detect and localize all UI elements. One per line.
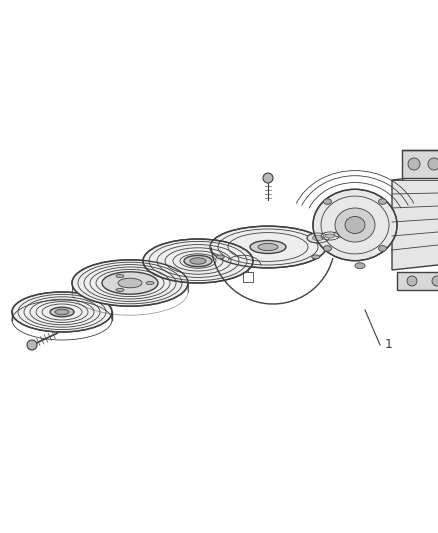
Ellipse shape — [345, 229, 357, 235]
Ellipse shape — [216, 255, 224, 259]
Text: 1: 1 — [385, 338, 393, 351]
Circle shape — [263, 173, 273, 183]
Ellipse shape — [335, 208, 375, 242]
Ellipse shape — [323, 246, 332, 251]
Circle shape — [407, 276, 417, 286]
Ellipse shape — [378, 246, 387, 251]
Ellipse shape — [313, 189, 397, 261]
Ellipse shape — [323, 199, 332, 204]
Polygon shape — [392, 172, 438, 270]
Ellipse shape — [325, 234, 335, 238]
Ellipse shape — [258, 244, 278, 251]
Ellipse shape — [312, 236, 324, 240]
Ellipse shape — [210, 226, 326, 268]
Ellipse shape — [146, 281, 154, 285]
Ellipse shape — [116, 288, 124, 292]
Bar — [402, 150, 438, 178]
Ellipse shape — [378, 199, 387, 204]
Ellipse shape — [184, 255, 212, 266]
Ellipse shape — [50, 307, 74, 317]
Ellipse shape — [250, 240, 286, 254]
Ellipse shape — [334, 231, 348, 237]
Ellipse shape — [312, 255, 320, 259]
Ellipse shape — [12, 292, 112, 332]
Bar — [397, 272, 438, 290]
Circle shape — [408, 158, 420, 170]
Circle shape — [428, 158, 438, 170]
Ellipse shape — [143, 239, 253, 283]
Ellipse shape — [102, 272, 158, 294]
Ellipse shape — [348, 231, 354, 233]
Ellipse shape — [55, 309, 69, 315]
Ellipse shape — [116, 274, 124, 278]
Circle shape — [432, 276, 438, 286]
Ellipse shape — [118, 278, 142, 288]
Ellipse shape — [72, 260, 188, 306]
Ellipse shape — [321, 232, 339, 240]
Ellipse shape — [190, 258, 206, 264]
Ellipse shape — [345, 216, 365, 233]
Ellipse shape — [355, 263, 365, 269]
Circle shape — [27, 340, 37, 350]
Ellipse shape — [338, 232, 345, 236]
Ellipse shape — [307, 233, 329, 243]
